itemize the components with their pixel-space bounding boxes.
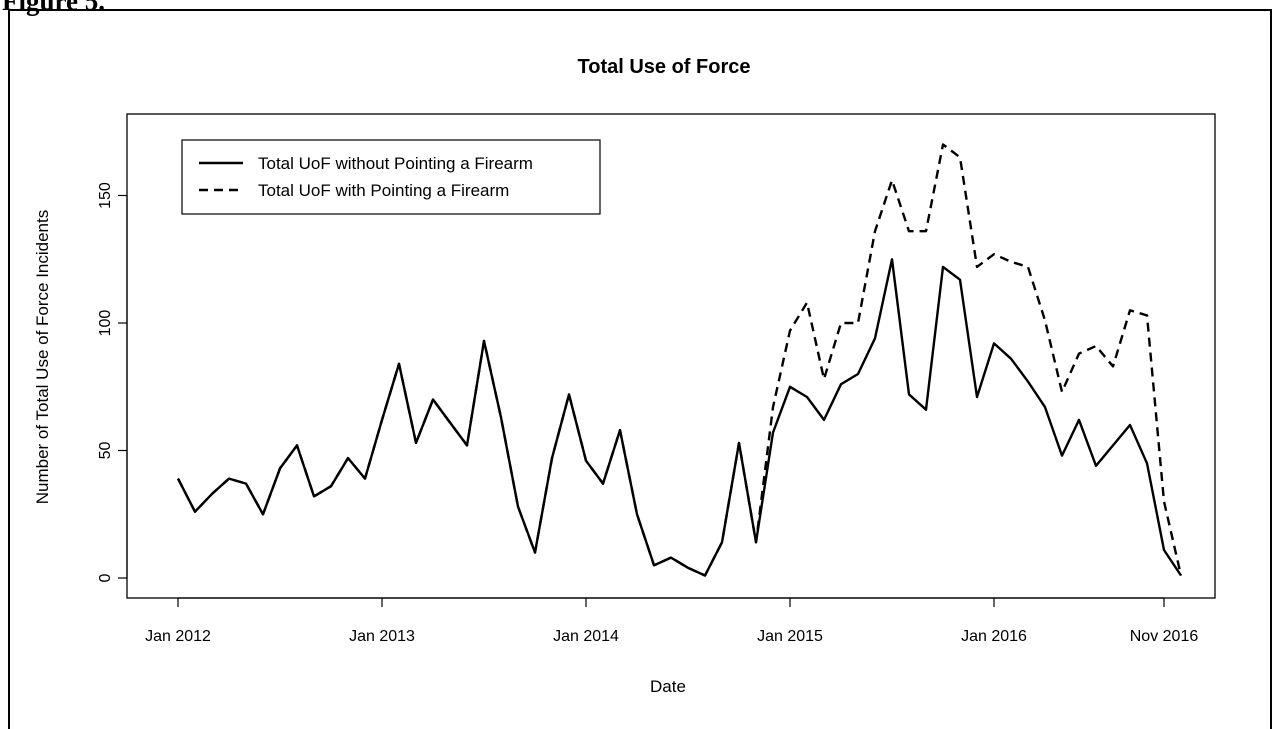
legend-label-without-firearm: Total UoF without Pointing a Firearm xyxy=(258,154,533,173)
series-line-without-firearm xyxy=(176,258,1182,577)
x-tick-label: Jan 2014 xyxy=(553,628,619,645)
y-tick-label: 150 xyxy=(97,182,114,209)
x-tick-label: Jan 2015 xyxy=(757,628,823,645)
legend-label-with-firearm: Total UoF with Pointing a Firearm xyxy=(258,181,509,200)
y-axis-label: Number of Total Use of Force Incidents xyxy=(33,210,52,505)
x-tick-label: Jan 2013 xyxy=(349,628,415,645)
figure-frame xyxy=(8,9,1272,729)
y-tick-label: 0 xyxy=(97,573,114,582)
legend-box xyxy=(181,139,601,215)
x-axis: Jan 2012 Jan 2013 Jan 2014 Jan 2015 Jan 2016… xyxy=(145,597,1199,645)
series-layer xyxy=(176,143,1183,577)
x-tick-label: Jan 2012 xyxy=(145,628,211,645)
figure-label: Figure 5. xyxy=(2,0,105,16)
x-tick-label: Jan 2016 xyxy=(961,628,1027,645)
y-tick-label: 50 xyxy=(97,442,114,460)
x-axis-label: Date xyxy=(650,677,686,696)
chart-title: Total Use of Force xyxy=(578,56,751,78)
x-tick-label: Nov 2016 xyxy=(1130,628,1199,645)
y-axis: 0 50 100 150 xyxy=(97,182,128,582)
y-tick-label: 100 xyxy=(97,310,114,337)
legend: Total UoF without Pointing a Firearm Tot… xyxy=(181,139,601,215)
